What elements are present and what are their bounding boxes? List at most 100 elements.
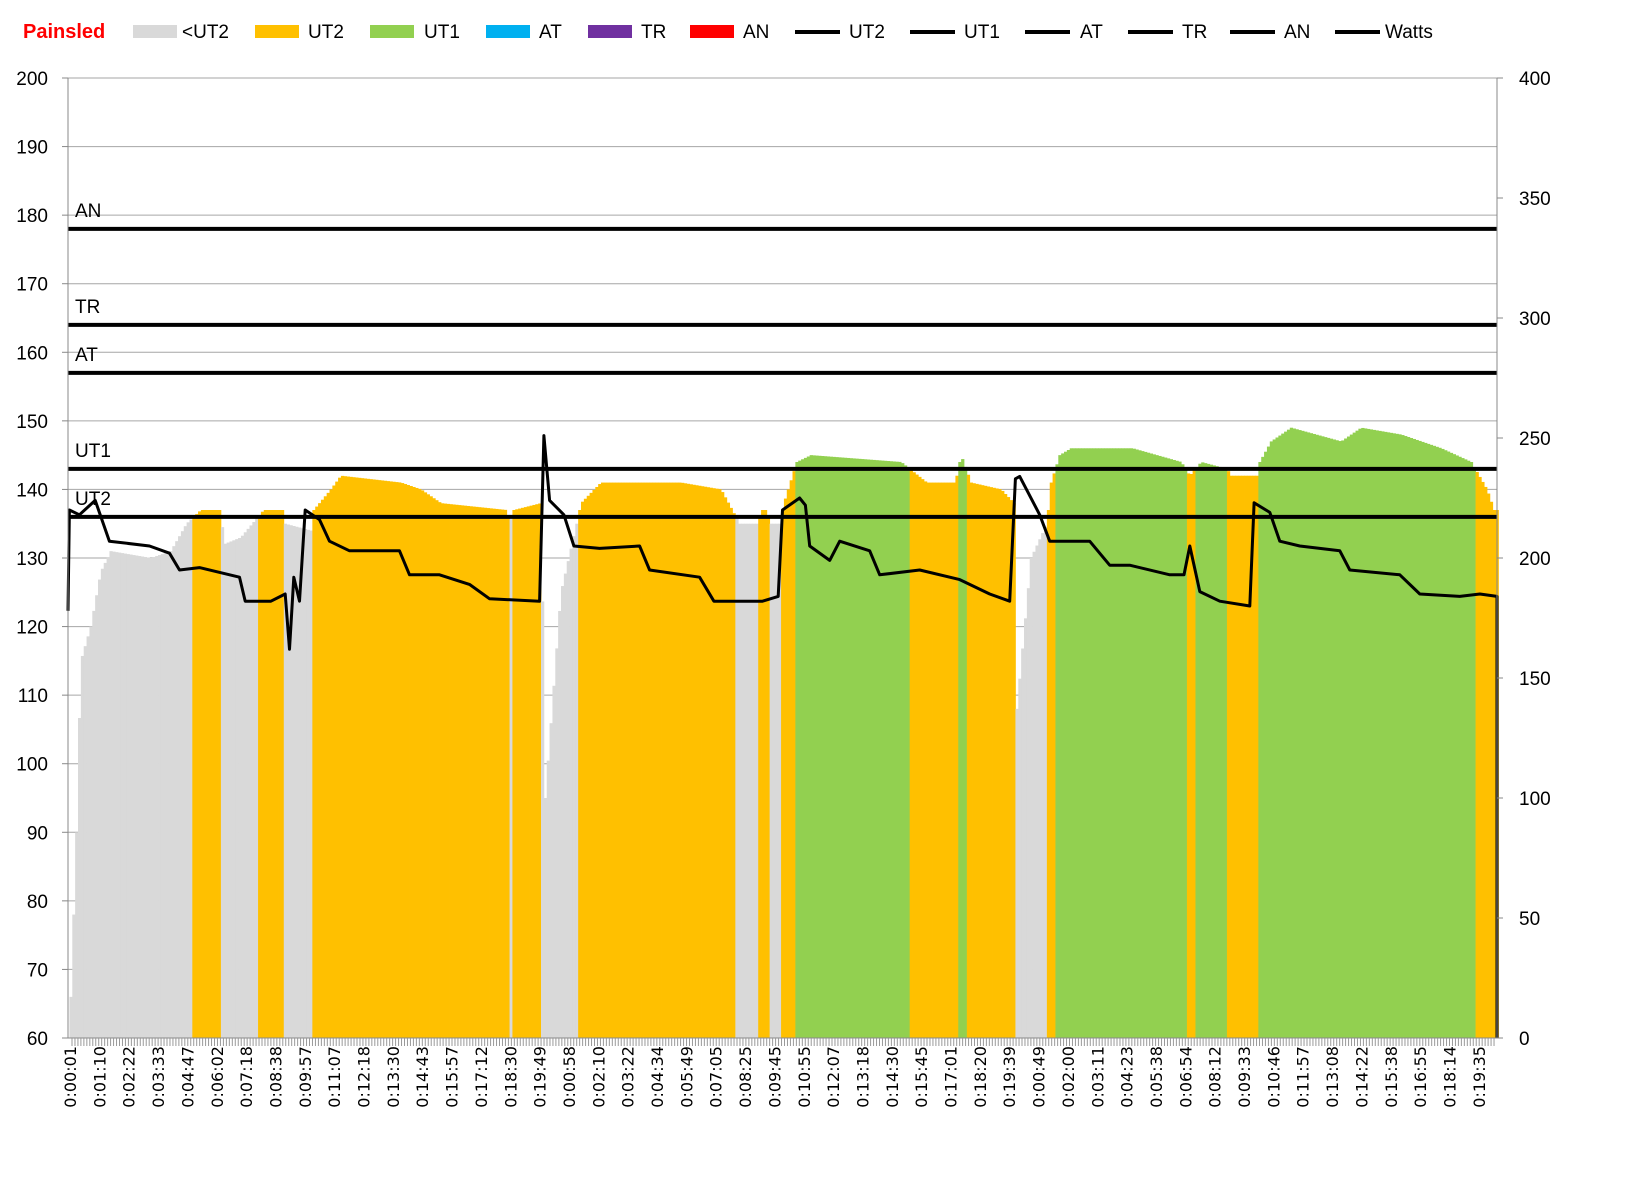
hr-bar	[1444, 450, 1448, 1039]
hr-bar	[75, 832, 79, 1038]
y-left-tick-label: 120	[16, 618, 48, 639]
hr-bar	[132, 555, 136, 1038]
legend-label-7: UT1	[964, 22, 1000, 43]
hr-bar	[1132, 448, 1136, 1038]
hr-bar	[246, 528, 250, 1038]
hr-bar	[1246, 475, 1251, 1038]
hr-bar	[938, 482, 942, 1039]
hr-bar	[835, 457, 839, 1038]
x-tick-label: 0:05:49	[677, 1046, 696, 1108]
hr-bar	[103, 562, 107, 1038]
legend-label-6: UT2	[849, 22, 885, 43]
hr-bar	[123, 553, 127, 1038]
hr-bar	[786, 489, 791, 1038]
hr-bar	[1249, 475, 1254, 1038]
hr-bar	[692, 484, 696, 1038]
hr-bar	[929, 482, 933, 1039]
hr-bar	[1266, 446, 1271, 1039]
hr-bar	[520, 507, 525, 1038]
hr-bar	[892, 461, 896, 1038]
legend-swatch-3	[486, 25, 530, 38]
hr-bar	[1141, 451, 1145, 1038]
hr-bar	[375, 479, 379, 1039]
legend-swatch-0	[133, 25, 177, 38]
x-tick-label: 0:15:57	[443, 1046, 462, 1108]
hr-bar	[772, 523, 776, 1038]
hr-bar	[1284, 431, 1288, 1038]
hr-bar	[469, 506, 473, 1038]
hr-bar	[269, 510, 273, 1038]
y-left-tick-label: 80	[27, 892, 48, 913]
hr-bar	[1415, 439, 1419, 1038]
hr-bar	[806, 456, 811, 1038]
hr-bar	[1304, 431, 1308, 1038]
hr-bar	[758, 516, 762, 1038]
hr-bar	[555, 648, 559, 1038]
hr-bar	[1235, 475, 1239, 1038]
x-tick-label: 0:08:25	[736, 1046, 755, 1108]
x-tick-label: 0:01:10	[90, 1046, 109, 1108]
x-tick-label: 0:06:54	[1176, 1046, 1195, 1108]
hr-bar	[460, 505, 465, 1038]
hr-bar	[1189, 474, 1194, 1038]
x-tick-label: 0:00:49	[1030, 1046, 1049, 1108]
hr-bar	[160, 554, 165, 1038]
hr-bar	[1144, 451, 1148, 1038]
hr-bar	[629, 482, 633, 1039]
hr-bar	[1061, 453, 1065, 1038]
hr-bar	[918, 476, 922, 1038]
hr-bar	[1124, 448, 1128, 1038]
hr-bar	[1398, 434, 1402, 1038]
hr-bar	[872, 459, 876, 1038]
hr-bar	[195, 514, 199, 1038]
hr-bar	[801, 459, 805, 1038]
hr-bar	[1349, 434, 1354, 1039]
hr-bar	[158, 555, 162, 1038]
x-tick-label: 0:14:43	[413, 1046, 432, 1108]
hr-bar	[1161, 456, 1165, 1038]
hr-bar	[400, 483, 405, 1038]
hr-bar	[240, 535, 245, 1038]
hr-bar	[712, 488, 716, 1038]
y-left-tick-label: 170	[16, 275, 48, 296]
y-left-tick-label: 110	[18, 686, 48, 707]
hr-bar	[1452, 454, 1456, 1038]
y-left-tick-label: 180	[16, 206, 48, 227]
x-tick-label: 0:14:22	[1352, 1046, 1371, 1108]
hr-bar	[703, 486, 708, 1038]
hr-bar	[1364, 428, 1368, 1038]
hr-bar	[183, 526, 188, 1038]
hr-bar	[263, 510, 268, 1038]
hr-bar	[643, 482, 648, 1039]
hr-bar	[1329, 438, 1334, 1039]
hr-bar	[1115, 448, 1119, 1038]
hr-bar	[83, 646, 87, 1038]
hr-bar	[118, 552, 122, 1038]
hr-bar	[981, 485, 985, 1038]
hr-bar	[612, 482, 616, 1039]
hr-bar	[906, 467, 911, 1038]
hr-bar	[912, 472, 916, 1038]
hr-bar	[558, 610, 562, 1038]
hr-bar	[961, 459, 965, 1038]
hr-bar	[69, 996, 73, 1038]
x-tick-label: 0:10:55	[795, 1046, 814, 1108]
hr-bar	[563, 573, 568, 1038]
hr-bar	[143, 557, 147, 1038]
hr-bar	[1346, 436, 1351, 1038]
legend-label-0: <UT2	[182, 22, 229, 43]
hr-bar	[581, 501, 585, 1038]
hr-bar	[1018, 678, 1022, 1038]
hr-bar	[538, 503, 542, 1038]
hr-bar	[678, 482, 682, 1039]
hr-bar	[915, 474, 919, 1039]
hr-bar	[283, 523, 288, 1038]
hr-bar	[1389, 432, 1394, 1038]
hr-bar	[209, 510, 213, 1038]
hr-bar	[852, 458, 856, 1038]
hr-bar	[372, 479, 376, 1039]
hr-bar	[766, 516, 771, 1038]
legend-label-8: AT	[1080, 22, 1103, 43]
hr-bar	[335, 481, 339, 1039]
